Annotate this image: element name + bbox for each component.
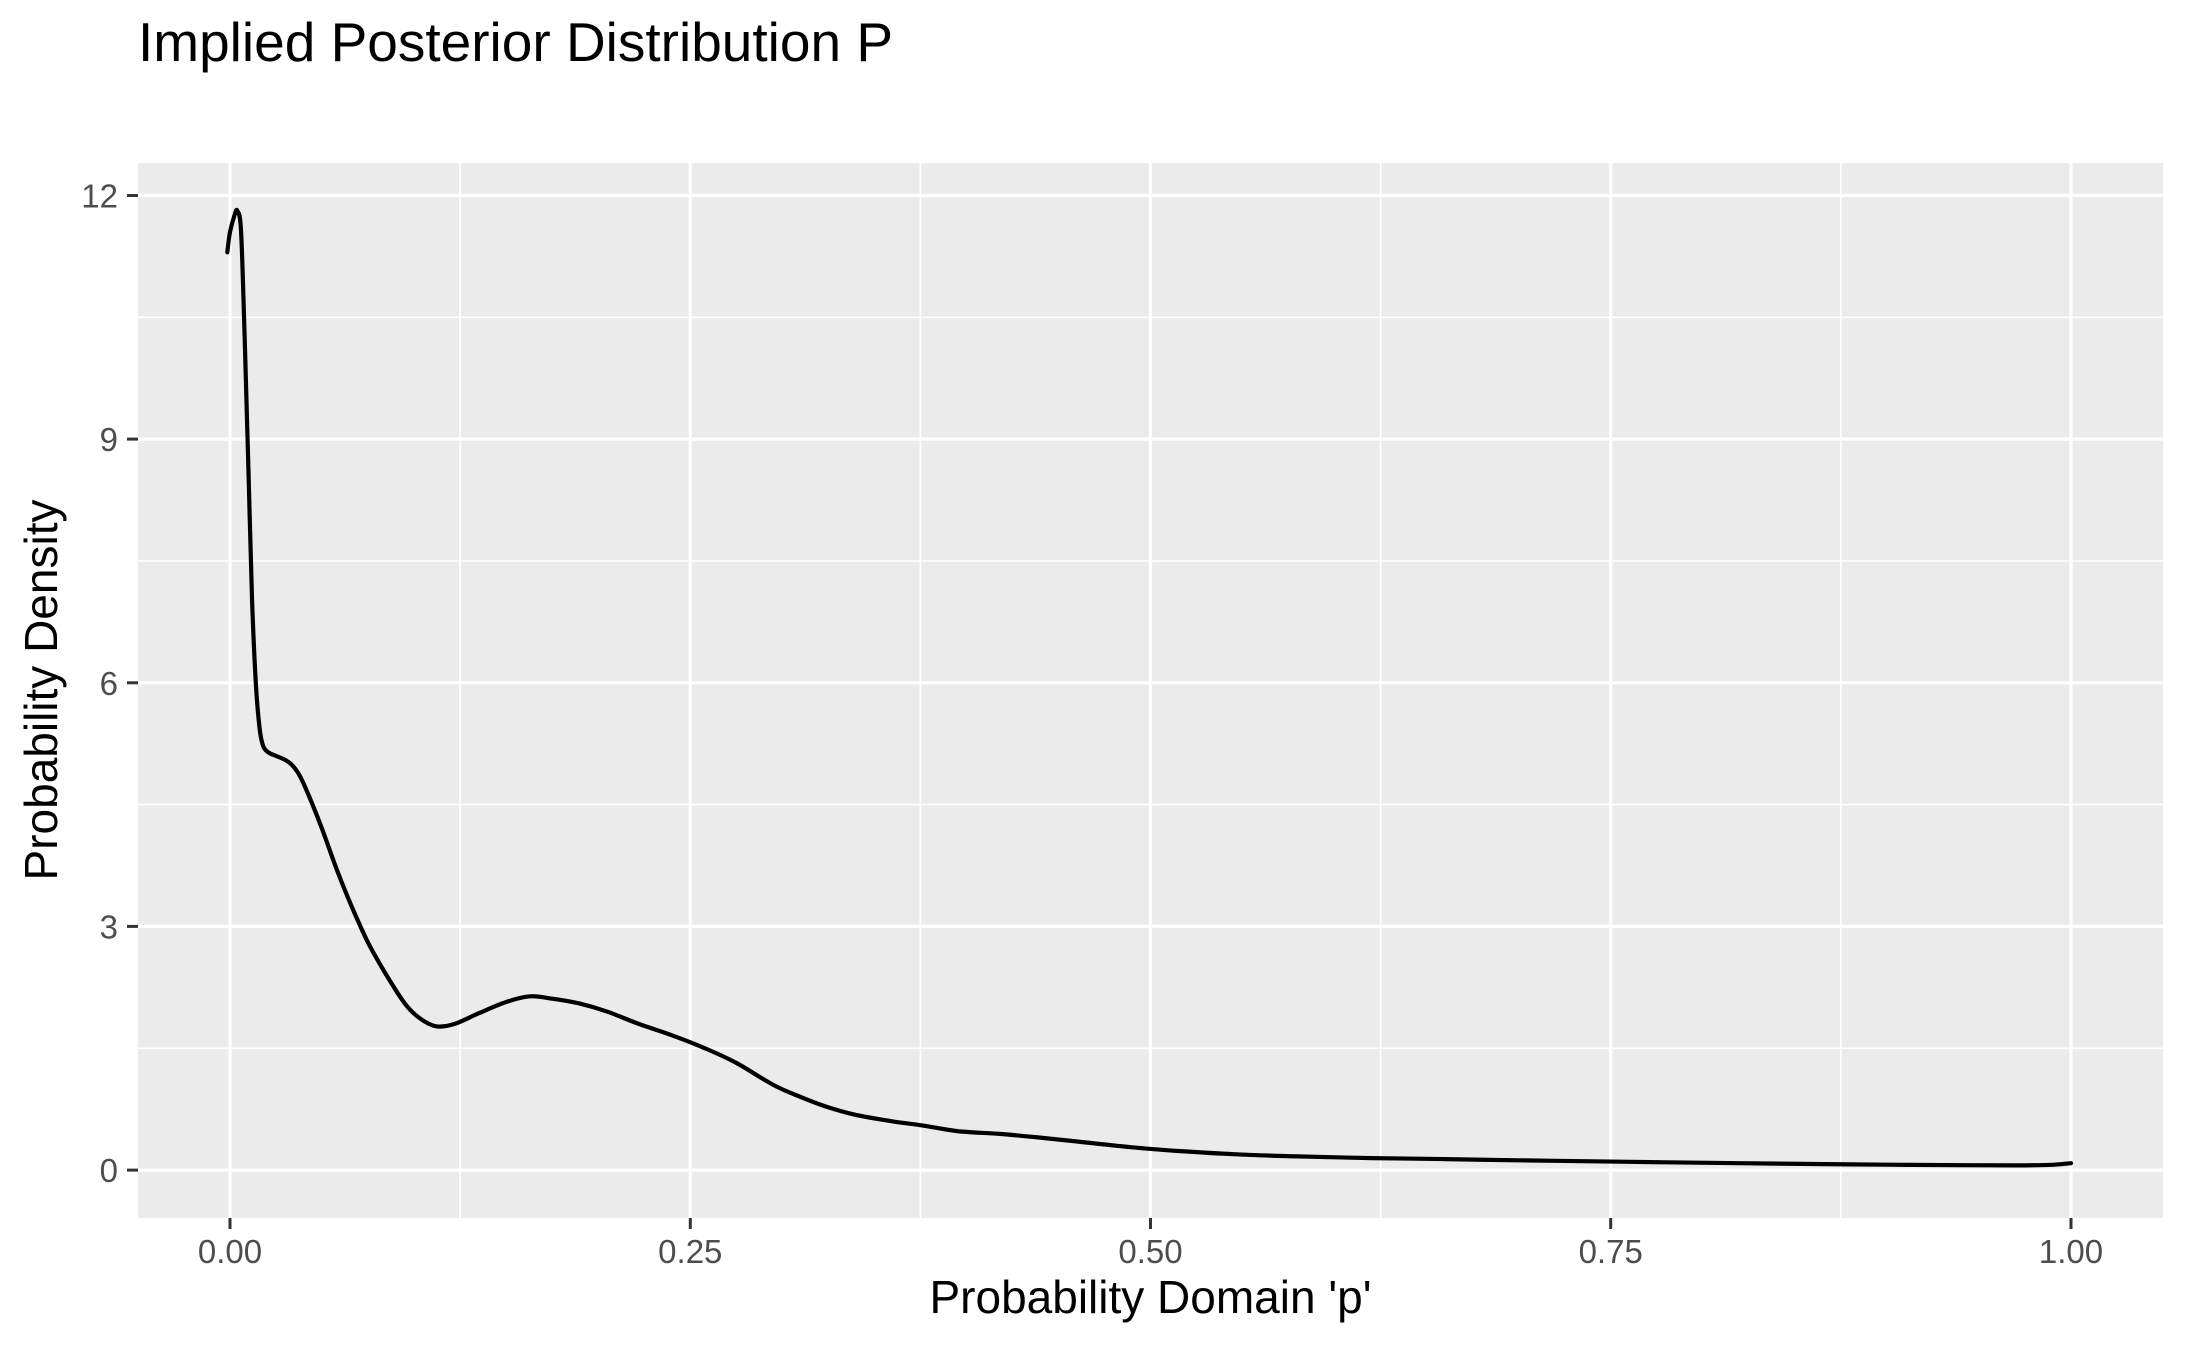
x-axis-title: Probability Domain 'p' <box>929 1271 1372 1323</box>
y-axis-title: Probability Density <box>15 499 67 881</box>
y-tick-label: 0 <box>100 1152 118 1189</box>
axis-tick-marks <box>127 194 2073 1229</box>
x-tick-label: 0.50 <box>1118 1233 1182 1270</box>
x-tick-labels: 0.00 0.25 0.50 0.75 1.00 <box>198 1233 2103 1270</box>
density-curve <box>225 207 2074 1168</box>
x-tick-label: 1.00 <box>2039 1233 2103 1270</box>
y-tick-label: 6 <box>100 665 118 702</box>
x-tick-label: 0.25 <box>658 1233 722 1270</box>
x-tick-label: 0.00 <box>198 1233 262 1270</box>
x-tick-label: 0.75 <box>1579 1233 1643 1270</box>
y-tick-label: 12 <box>81 178 118 215</box>
y-tick-labels: 0 3 6 9 12 <box>81 178 118 1190</box>
y-tick-label: 9 <box>100 421 118 458</box>
y-tick-label: 3 <box>100 908 118 945</box>
plot-title: Implied Posterior Distribution P <box>138 11 894 73</box>
